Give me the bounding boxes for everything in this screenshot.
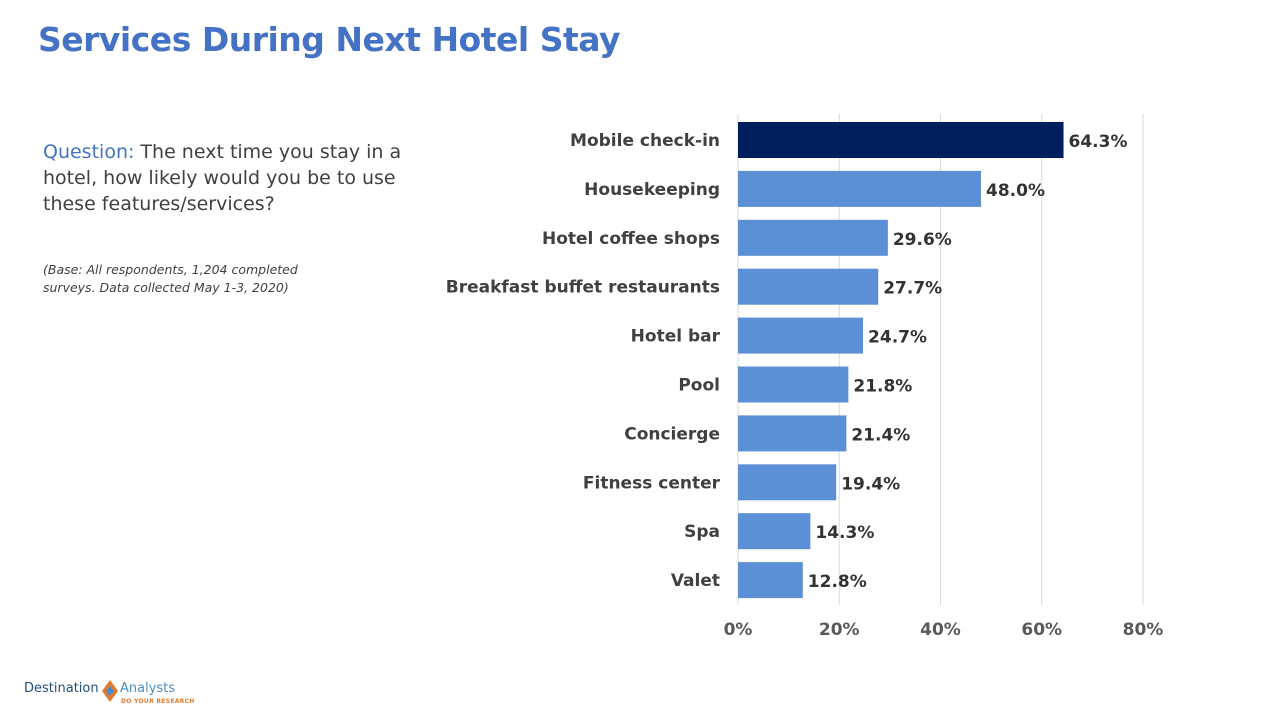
bar <box>738 122 1064 158</box>
x-tick-label: 40% <box>920 620 961 640</box>
data-label: 24.7% <box>868 328 927 348</box>
logo-mark-icon <box>102 680 118 702</box>
category-label: Hotel bar <box>631 327 721 347</box>
data-label: 12.8% <box>808 572 867 592</box>
bar <box>738 415 847 452</box>
data-label: 27.7% <box>883 279 942 299</box>
data-label: 64.3% <box>1069 132 1128 152</box>
category-label: Breakfast buffet restaurants <box>446 278 720 298</box>
x-tick-label: 80% <box>1123 620 1164 640</box>
question-label: Question: <box>43 141 135 163</box>
category-label: Hotel coffee shops <box>542 229 720 249</box>
x-tick-label: 0% <box>724 620 753 640</box>
bar <box>738 170 981 207</box>
x-tick-label: 60% <box>1021 620 1062 640</box>
category-label: Valet <box>671 571 720 591</box>
category-label: Pool <box>678 376 720 396</box>
logo-tagline: DO YOUR RESEARCH <box>121 698 195 705</box>
question-text: Question: The next time you stay in a ho… <box>43 139 413 217</box>
category-label: Mobile check-in <box>570 131 720 151</box>
data-label: 19.4% <box>841 474 900 494</box>
bar <box>738 513 811 550</box>
bar <box>738 562 803 599</box>
category-label: Concierge <box>624 424 720 444</box>
data-label: 48.0% <box>986 181 1045 201</box>
data-label: 14.3% <box>815 523 874 543</box>
x-tick-label: 20% <box>819 620 860 640</box>
data-label: 21.8% <box>853 377 912 397</box>
bar <box>738 464 837 501</box>
category-label: Spa <box>684 522 720 542</box>
base-note: (Base: All respondents, 1,204 completed … <box>43 262 298 295</box>
bar <box>738 317 864 354</box>
category-label: Housekeeping <box>584 180 720 200</box>
bar <box>738 366 849 403</box>
data-label: 21.4% <box>851 425 910 445</box>
page-title: Services During Next Hotel Stay <box>38 20 621 59</box>
logo-word-destination: Destination <box>24 681 99 696</box>
bar <box>738 219 888 256</box>
logo-word-analysts: Analysts <box>120 681 176 696</box>
bar <box>738 268 879 305</box>
category-label: Fitness center <box>583 473 721 493</box>
question-body: The next time you stay in a hotel, how l… <box>43 141 402 215</box>
data-label: 29.6% <box>893 230 952 250</box>
